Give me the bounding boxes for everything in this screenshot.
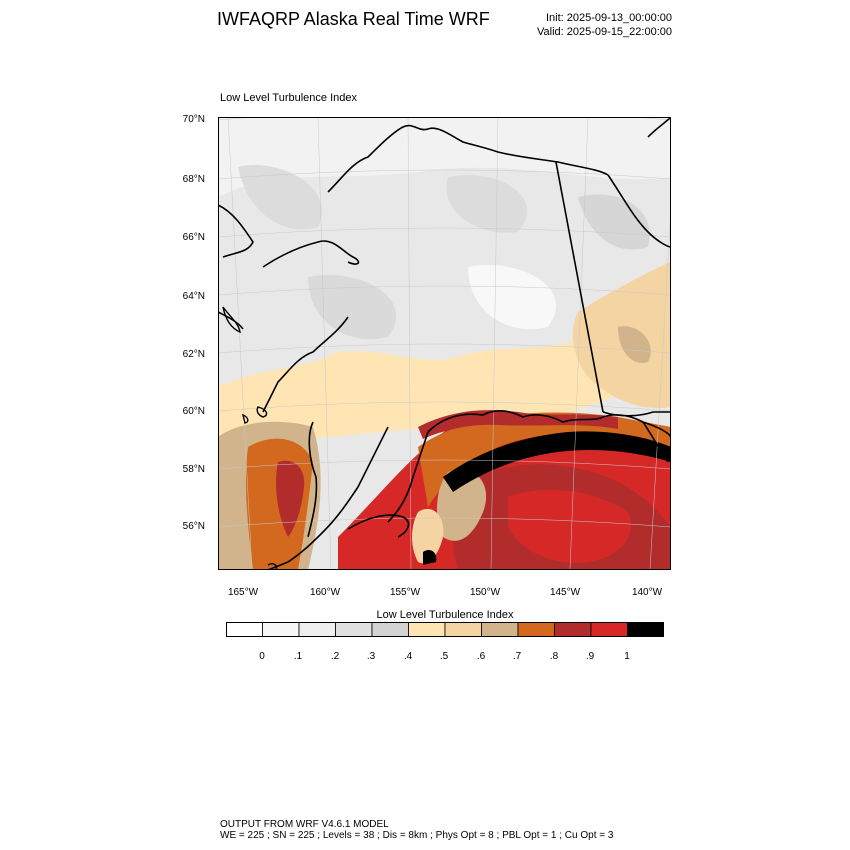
colorbar-tick-label: 0 [259,651,265,662]
jet-band-black [443,431,671,492]
plot-label: Low Level Turbulence Index [220,92,357,104]
tan-band [218,267,671,447]
init-time: Init: 2025-09-13_00:00:00 [546,12,672,24]
colorbar-box [554,622,592,637]
se-tan-inner [436,469,487,541]
colorbar-tick-label: .8 [549,651,559,662]
colorbar-box [517,622,555,637]
colorbar [226,622,664,637]
islands [222,306,278,570]
colorbar-tick-label: .9 [585,651,595,662]
tan-spot [618,326,651,363]
lat-label-62: 62°N [182,349,205,360]
light-patch [468,265,557,330]
se-tan-spot [412,508,444,564]
page-title: IWFAQRP Alaska Real Time WRF [217,9,490,29]
colorbar-tick-label: .3 [366,651,376,662]
lat-label-60: 60°N [182,406,205,417]
colorbar-tick-label: 1 [624,651,630,662]
colorbar-tick-label: .2 [330,651,340,662]
map-border [218,117,671,570]
valid-time: Valid: 2025-09-15_22:00:00 [537,26,672,38]
sw-red-core [276,460,305,537]
colorbar-box [371,622,409,637]
colorbar-box [335,622,373,637]
grey-patch [308,275,397,340]
lon-label-155: 155°W [389,587,421,598]
se-orange-rim [418,412,671,507]
colorbar-box [226,622,263,637]
coastlines [218,117,671,570]
colorbar-tick-label: .5 [439,651,449,662]
lat-label-68: 68°N [182,174,205,185]
grey-patch [578,194,650,250]
coast-fringe [418,410,618,439]
colorbar-title: Low Level Turbulence Index [376,609,514,621]
lat-label-66: 66°N [182,232,205,243]
colorbar-box [481,622,519,637]
colorbar-box [444,622,482,637]
lon-label-165: 165°W [227,587,259,598]
turbulence-map [218,117,671,570]
lon-label-140: 140°W [631,587,663,598]
lon-label-150: 150°W [469,587,501,598]
colorbar-tick-label: .4 [403,651,413,662]
colorbar-box [298,622,336,637]
lat-label-58: 58°N [182,464,205,475]
grey-patch [446,175,528,233]
colorbar-box [408,622,446,637]
colorbar-tick-label: .1 [293,651,303,662]
colorbar-border [226,622,664,637]
se-red-inner [508,489,632,563]
lat-label-70: 70°N [182,114,205,125]
lat-label-64: 64°N [182,291,205,302]
colorbar-tick-label: .7 [512,651,522,662]
colorbar-tick-label: .6 [476,651,486,662]
north-light-region [218,117,671,197]
colorbar-box [590,622,628,637]
model-footer-line2: WE = 225 ; SN = 225 ; Levels = 38 ; Dis … [220,830,614,841]
lat-label-56: 56°N [182,521,205,532]
grey-patch [238,165,322,230]
lon-label-145: 145°W [549,587,581,598]
colorbar-box [627,622,664,637]
lon-label-160: 160°W [309,587,341,598]
black-spot [423,550,437,565]
colorbar-box [262,622,300,637]
model-footer-line1: OUTPUT FROM WRF V4.6.1 MODEL [220,819,389,830]
